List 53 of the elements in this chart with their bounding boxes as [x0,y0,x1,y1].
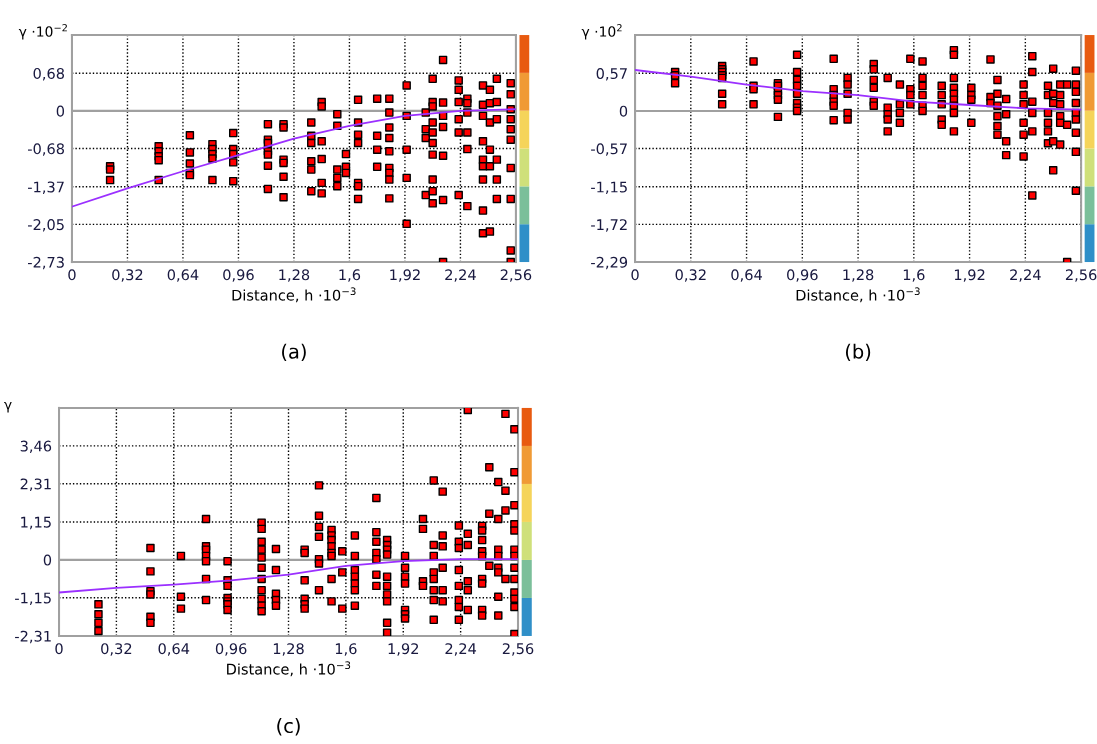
x-tick-label: 0,96 [223,269,254,282]
x-tick-label: 0 [68,269,76,281]
x-tick-label: 0,32 [112,269,143,282]
text: (a) [282,343,306,362]
y-tick-label: 0,68 [33,67,65,81]
y-tick-label: 2,31 [20,478,51,491]
y-tick-label: 0 [619,105,628,117]
x-tick-label: 0,96 [787,269,818,282]
y-tick-label: -2,05 [28,219,64,232]
x-tick-label: 1,28 [843,269,874,282]
x-tick-label: 0,96 [215,643,247,656]
y-tick-label: -1,72 [591,219,627,232]
x-tick-label: 0,64 [167,269,199,282]
y-tick-label: 0 [43,554,52,566]
x-tick-label: 1,92 [390,269,420,282]
x-tick-label: 2,56 [502,643,534,656]
x-tick-label: 1,6 [903,269,925,282]
x-axis-title: Distance, h ·10$^{−3}$ [232,287,356,303]
x-tick-label: 2,56 [500,269,532,282]
y-tick-label: 0 [56,105,65,117]
x-tick-label: 2,56 [1065,269,1097,282]
y-tick-label: -2,29 [591,256,628,270]
y-tick-label: -0,57 [591,143,627,156]
x-tick-label: 2,24 [445,643,477,656]
y-tick-label: -1,15 [591,181,627,195]
x-tick-label: 0,64 [731,269,762,282]
text: (b) [845,343,871,362]
y-axis-title: γ ·10$^{2}$ [581,24,622,40]
x-tick-label: 1,28 [273,643,304,656]
y-tick-label: 3,46 [20,440,52,454]
y-tick-label: -1,15 [15,592,51,605]
x-tick-label: 0,32 [675,269,706,282]
text: (c) [277,718,300,736]
x-tick-label: 1,92 [388,643,419,656]
x-axis-title: Distance, h ·10$^{−3}$ [227,661,351,677]
y-tick-label: 0,57 [596,68,627,81]
y-axis-title: γ [4,402,12,413]
x-tick-label: 2,24 [445,269,476,282]
x-tick-label: 0 [631,269,639,281]
y-axis-title: γ ·10$^{−2}$ [18,24,67,40]
y-tick-label: 1,15 [21,516,51,530]
x-tick-label: 2,24 [1010,269,1041,282]
y-tick-label: -2,31 [15,630,51,644]
y-tick-label: -0,68 [28,143,65,156]
x-axis-title: Distance, h ·10$^{−3}$ [796,287,920,303]
x-tick-label: 1,6 [339,269,361,282]
x-tick-label: 0,64 [158,643,190,656]
x-tick-label: 1,28 [279,269,310,282]
y-tick-label: -2,73 [28,256,64,270]
x-tick-label: 0,32 [101,643,132,656]
x-tick-label: 1,92 [954,269,985,282]
x-tick-label: 1,6 [335,643,357,656]
y-tick-label: -1,37 [28,181,64,194]
